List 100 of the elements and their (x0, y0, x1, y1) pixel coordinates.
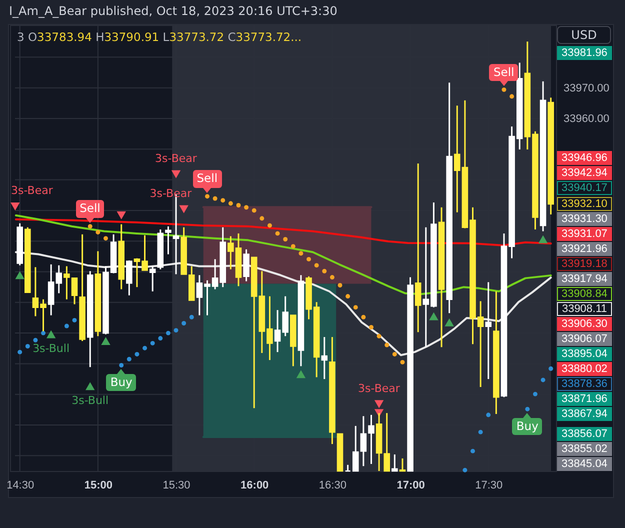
point (540, 378, 546, 382)
price-tag: 33917.94 (557, 272, 612, 286)
point (72, 318, 77, 322)
x-tick-label: 16:00 (240, 480, 269, 492)
point (478, 430, 483, 434)
point (64, 324, 69, 328)
annotation: Sell (192, 170, 222, 188)
annotation: 3s-Bear (155, 152, 197, 166)
point (369, 325, 374, 330)
point (548, 366, 554, 371)
point (400, 360, 405, 364)
point (346, 294, 350, 299)
candlestick (165, 226, 172, 256)
price-tag: 33880.02 (557, 362, 612, 376)
point (392, 352, 397, 356)
x-tick-label: 17:30 (475, 480, 503, 492)
candlestick (368, 414, 374, 465)
x-tick-label: 16:30 (318, 480, 346, 492)
point (134, 352, 140, 356)
point (486, 412, 491, 418)
candlestick (392, 454, 398, 472)
point (314, 263, 319, 268)
annotation: 3s-Bear (150, 187, 192, 201)
candlestick (149, 265, 156, 292)
annotation: Sell (489, 64, 518, 81)
candlestick (414, 162, 422, 333)
candlestick (321, 336, 328, 380)
point (41, 330, 46, 336)
price-tag: 33871.96 (557, 392, 612, 406)
price-tag: 33921.96 (557, 242, 612, 256)
candlestick (126, 260, 132, 296)
price-tag: 33895.04 (557, 347, 612, 361)
price-tag: 33931.30 (557, 212, 612, 226)
point (25, 344, 30, 348)
point (166, 330, 170, 336)
y-tick-label: 33960.00 (564, 112, 610, 125)
annotation: Buy (106, 374, 136, 392)
point (179, 205, 188, 214)
point (96, 230, 100, 234)
point (290, 244, 296, 249)
point (283, 237, 288, 242)
candlestick (360, 415, 367, 467)
candlestick (243, 248, 250, 282)
point (462, 468, 468, 472)
point (306, 256, 312, 262)
point (298, 251, 304, 256)
candlestick (399, 458, 406, 472)
candlestick (352, 425, 359, 472)
point (538, 235, 548, 244)
point (532, 392, 538, 396)
price-tag: 33931.07 (557, 227, 612, 241)
point (33, 338, 38, 342)
point (510, 94, 514, 99)
point (330, 275, 334, 280)
point (104, 236, 108, 241)
point (376, 334, 382, 338)
point (429, 312, 438, 320)
price-tag: 33906.30 (557, 317, 612, 331)
point (46, 330, 56, 338)
point (189, 314, 194, 320)
annotation: Sell (76, 200, 104, 218)
point (353, 305, 358, 310)
candlestick (485, 281, 492, 380)
price-tag: 33878.36 (557, 377, 612, 391)
price-tag: 33942.94 (557, 166, 612, 180)
text: 3 O33783.94 H33790.91 L33773.72 C33773.72... (17, 30, 302, 44)
point (338, 283, 342, 288)
point (116, 211, 126, 220)
point (322, 268, 327, 274)
point (252, 208, 256, 213)
point (158, 336, 163, 341)
annotation: Buy (512, 418, 542, 436)
x-tick-label: 14:30 (6, 480, 34, 492)
x-tick-label: 17:00 (396, 480, 425, 492)
point (18, 350, 22, 354)
price-tag: 33908.11 (557, 302, 612, 316)
point (502, 87, 506, 92)
point (171, 170, 181, 178)
price-tag: 33845.04 (557, 456, 612, 470)
annotation: 3s-Bear (358, 382, 400, 396)
price-tag: 33946.96 (557, 151, 612, 166)
price-tag: 33919.18 (557, 257, 612, 271)
point (142, 346, 148, 350)
point (361, 314, 366, 320)
point (267, 223, 272, 228)
point (374, 400, 384, 408)
price-tag: 33940.17 (557, 181, 612, 196)
point (86, 382, 95, 390)
point (236, 203, 241, 208)
point (275, 231, 280, 236)
price-tag: 33906.07 (557, 332, 612, 346)
point (296, 370, 306, 378)
currency-button[interactable]: USD (557, 26, 611, 44)
price-tag: 33932.10 (557, 197, 612, 211)
price-tag: 33908.84 (557, 287, 612, 301)
point (15, 271, 24, 280)
point (260, 216, 264, 221)
price-tag: 33855.02 (557, 442, 612, 456)
point (384, 342, 390, 348)
point (470, 448, 475, 454)
